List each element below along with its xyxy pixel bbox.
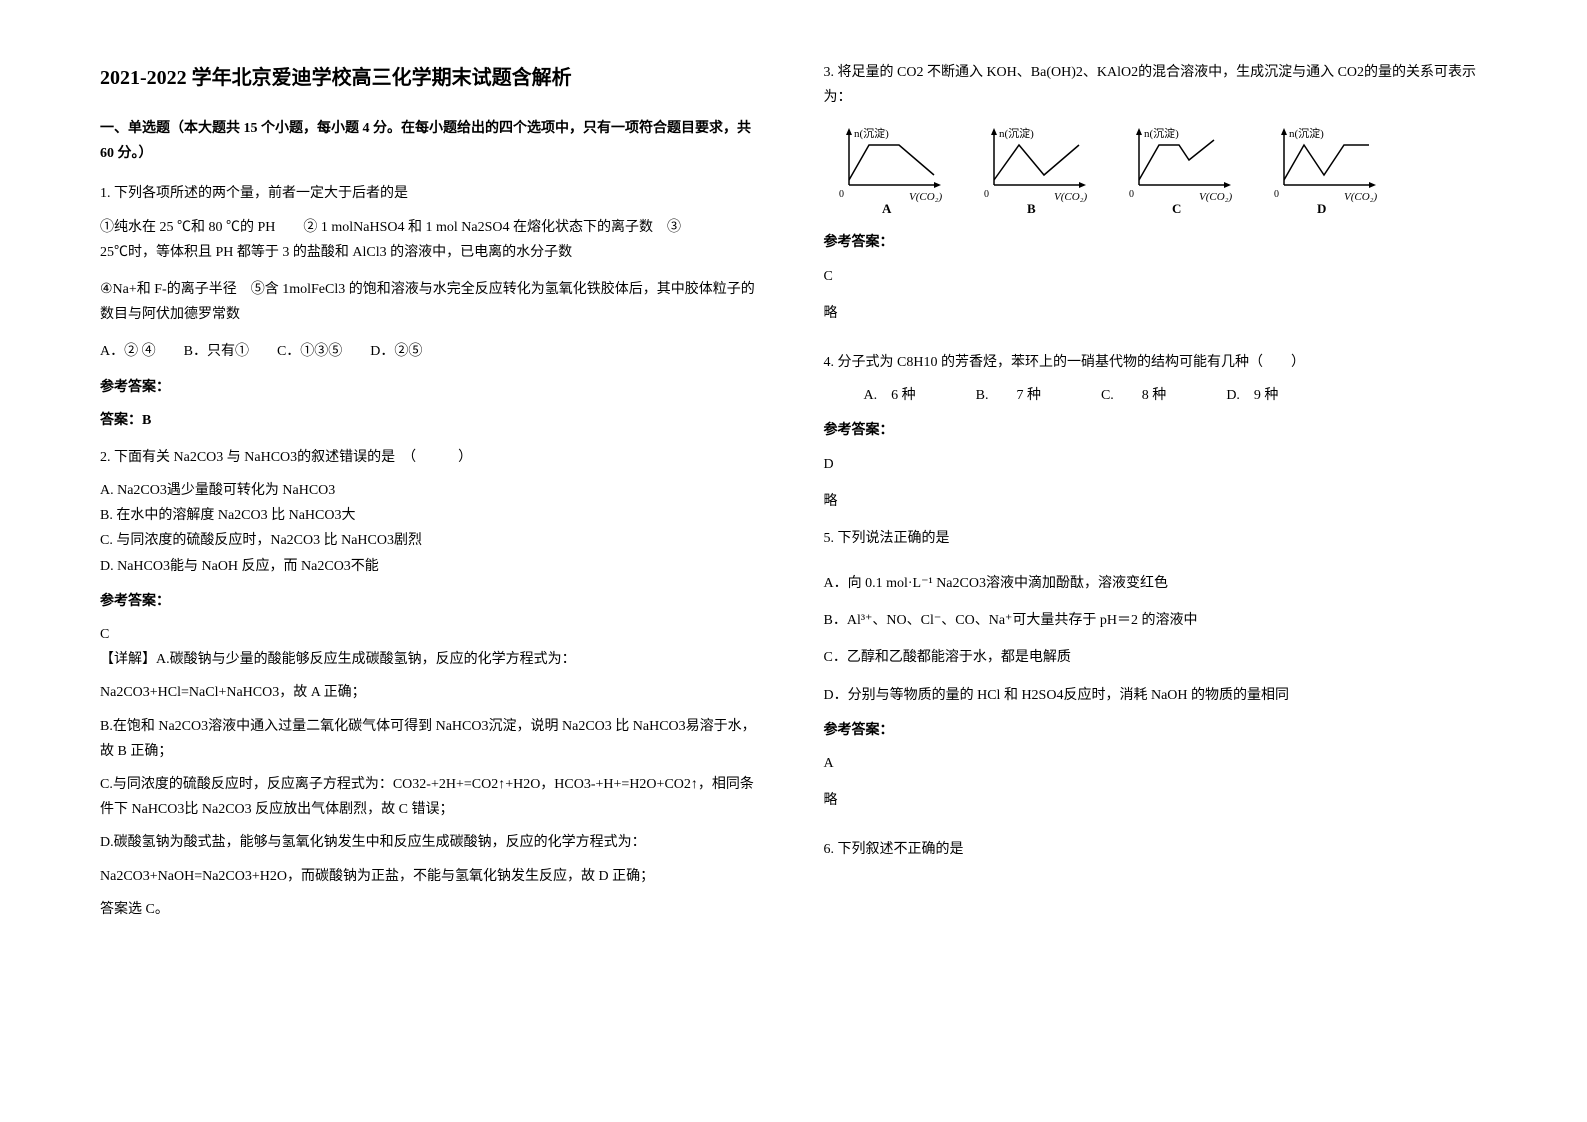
graph-label-B: B: [1027, 201, 1036, 215]
q5-answer-label: 参考答案：: [824, 718, 1488, 743]
q4-skip: 略: [824, 489, 1488, 514]
q2-detail6: Na2CO3+NaOH=Na2CO3+H2O，而碳酸钠为正盐，不能与氢氧化钠发生…: [100, 864, 764, 889]
graph-label-A: A: [882, 201, 892, 215]
q3-answer-label: 参考答案：: [824, 230, 1488, 255]
q2-text: 2. 下面有关 Na2CO3 与 NaHCO3的叙述错误的是 （ ）: [100, 445, 764, 470]
q4-optB: B. 7 种: [976, 383, 1041, 408]
section-header: 一、单选题（本大题共 15 个小题，每小题 4 分。在每小题给出的四个选项中，只…: [100, 116, 764, 166]
q1-answer: 答案：B: [100, 408, 764, 433]
q4-optA: A. 6 种: [864, 383, 916, 408]
ylabel-C: n(沉淀): [1144, 126, 1179, 140]
q1-line3: ④Na+和 F-的离子半径 ⑤含 1molFeCl3 的饱和溶液与水完全反应转化…: [100, 277, 764, 327]
question-6: 6. 下列叙述不正确的是: [824, 837, 1488, 862]
xlabel-B: V(CO₂): [1054, 191, 1087, 203]
q1-line1: ①纯水在 25 ℃和 80 ℃的 PH ② 1 molNaHSO4 和 1 mo…: [100, 215, 764, 240]
q5-text: 5. 下列说法正确的是: [824, 526, 1488, 551]
right-column: 3. 将足量的 CO2 不断通入 KOH、Ba(OH)2、KAlO2的混合溶液中…: [824, 60, 1488, 934]
graph-D: n(沉淀) 0 V(CO₂) D: [1259, 125, 1384, 215]
q4-answer: D: [824, 452, 1488, 477]
question-3: 3. 将足量的 CO2 不断通入 KOH、Ba(OH)2、KAlO2的混合溶液中…: [824, 60, 1488, 326]
q4-optC: C. 8 种: [1101, 383, 1166, 408]
q2-detail2: Na2CO3+HCl=NaCl+NaHCO3，故 A 正确；: [100, 680, 764, 705]
q4-text: 4. 分子式为 C8H10 的芳香烃，苯环上的一硝基代物的结构可能有几种（ ）: [824, 350, 1488, 375]
q3-skip: 略: [824, 301, 1488, 326]
graph-label-C: C: [1172, 201, 1181, 215]
q2-detail3: B.在饱和 Na2CO3溶液中通入过量二氧化碳气体可得到 NaHCO3沉淀，说明…: [100, 714, 764, 764]
q2-optC: C. 与同浓度的硫酸反应时，Na2CO3 比 NaHCO3剧烈: [100, 528, 764, 553]
q2-detail5: D.碳酸氢钠为酸式盐，能够与氢氧化钠发生中和反应生成碳酸钠，反应的化学方程式为：: [100, 830, 764, 855]
graph-B: n(沉淀) 0 V(CO₂) B: [969, 125, 1094, 215]
xlabel-A: V(CO₂): [909, 191, 942, 203]
q5-answer: A: [824, 751, 1488, 776]
question-1: 1. 下列各项所述的两个量，前者一定大于后者的是 ①纯水在 25 ℃和 80 ℃…: [100, 181, 764, 433]
q1-text: 1. 下列各项所述的两个量，前者一定大于后者的是: [100, 181, 764, 206]
xlabel-D: V(CO₂): [1344, 191, 1377, 203]
chart-D: n(沉淀) 0 V(CO₂) D: [1259, 125, 1384, 215]
q5-optC: C．乙醇和乙酸都能溶于水，都是电解质: [824, 645, 1488, 670]
q4-optD: D. 9 种: [1226, 383, 1278, 408]
svg-text:0: 0: [1274, 189, 1279, 200]
q2-optB: B. 在水中的溶解度 Na2CO3 比 NaHCO3大: [100, 503, 764, 528]
q5-optD: D．分别与等物质的量的 HCl 和 H2SO4反应时，消耗 NaOH 的物质的量…: [824, 683, 1488, 708]
q6-text: 6. 下列叙述不正确的是: [824, 837, 1488, 862]
ylabel-B: n(沉淀): [999, 126, 1034, 140]
q1-line2: 25℃时，等体积且 PH 都等于 3 的盐酸和 AlCl3 的溶液中，已电离的水…: [100, 240, 764, 265]
q5-skip: 略: [824, 788, 1488, 813]
q2-detail1: 【详解】A.碳酸钠与少量的酸能够反应生成碳酸氢钠，反应的化学方程式为：: [100, 647, 764, 672]
graph-options: n(沉淀) 0 V(CO₂) A n(沉淀): [824, 125, 1488, 215]
svg-text:0: 0: [1129, 189, 1134, 200]
left-column: 2021-2022 学年北京爱迪学校高三化学期末试题含解析 一、单选题（本大题共…: [100, 60, 764, 934]
chart-B: n(沉淀) 0 V(CO₂) B: [969, 125, 1094, 215]
q2-answer-label: 参考答案：: [100, 589, 764, 614]
q3-text: 3. 将足量的 CO2 不断通入 KOH、Ba(OH)2、KAlO2的混合溶液中…: [824, 60, 1488, 110]
q4-answer-label: 参考答案：: [824, 418, 1488, 443]
q2-optA: A. Na2CO3遇少量酸可转化为 NaHCO3: [100, 478, 764, 503]
svg-text:0: 0: [984, 189, 989, 200]
q3-answer: C: [824, 264, 1488, 289]
ylabel-A: n(沉淀): [854, 126, 889, 140]
page-title: 2021-2022 学年北京爱迪学校高三化学期末试题含解析: [100, 60, 764, 96]
q2-answer: C: [100, 622, 764, 647]
question-5: 5. 下列说法正确的是 A．向 0.1 mol·L⁻¹ Na2CO3溶液中滴加酚…: [824, 526, 1488, 814]
graph-label-D: D: [1317, 201, 1326, 215]
q5-optB: B．Al³⁺、NO、Cl⁻、CO、Na⁺可大量共存于 pH＝2 的溶液中: [824, 608, 1488, 633]
q4-options: A. 6 种 B. 7 种 C. 8 种 D. 9 种: [864, 383, 1488, 408]
q2-detail4: C.与同浓度的硫酸反应时，反应离子方程式为：CO32-+2H+=CO2↑+H2O…: [100, 772, 764, 822]
svg-text:0: 0: [839, 189, 844, 200]
q1-options: A．② ④ B．只有① C．①③⑤ D．②⑤: [100, 339, 764, 364]
ylabel-D: n(沉淀): [1289, 126, 1324, 140]
graph-A: n(沉淀) 0 V(CO₂) A: [824, 125, 949, 215]
question-4: 4. 分子式为 C8H10 的芳香烃，苯环上的一硝基代物的结构可能有几种（ ） …: [824, 350, 1488, 514]
q1-answer-label: 参考答案：: [100, 375, 764, 400]
xlabel-C: V(CO₂): [1199, 191, 1232, 203]
q2-detail7: 答案选 C。: [100, 897, 764, 922]
question-2: 2. 下面有关 Na2CO3 与 NaHCO3的叙述错误的是 （ ） A. Na…: [100, 445, 764, 922]
graph-C: n(沉淀) 0 V(CO₂) C: [1114, 125, 1239, 215]
chart-A: n(沉淀) 0 V(CO₂) A: [824, 125, 949, 215]
q2-optD: D. NaHCO3能与 NaOH 反应，而 Na2CO3不能: [100, 554, 764, 579]
chart-C: n(沉淀) 0 V(CO₂) C: [1114, 125, 1239, 215]
q5-optA: A．向 0.1 mol·L⁻¹ Na2CO3溶液中滴加酚酞，溶液变红色: [824, 571, 1488, 596]
